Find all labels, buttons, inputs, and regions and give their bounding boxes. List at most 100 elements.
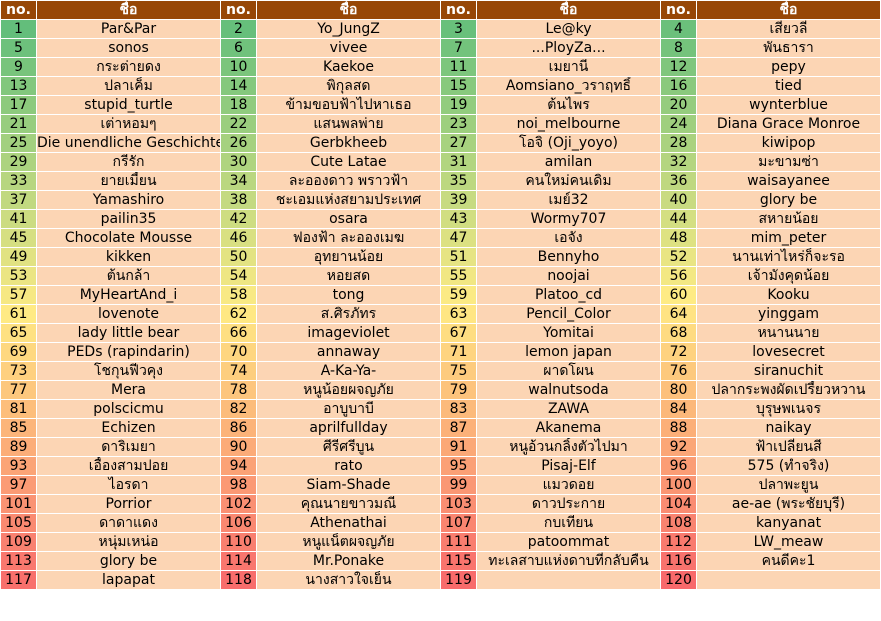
entry-number: 76 xyxy=(660,361,697,381)
table-row: 109 หนุ่มเหน่อ 110 หนูแน็ตผจญภัย 111 patoomma… xyxy=(0,532,881,552)
entry-name xyxy=(476,570,661,590)
entry-name: ผาดโผน xyxy=(476,361,661,381)
entry-number: 42 xyxy=(220,209,257,229)
entry-number: 74 xyxy=(220,361,257,381)
entry-number: 88 xyxy=(660,418,697,438)
entry-number: 32 xyxy=(660,152,697,172)
name-list-table: no. ชื่อ no. ชื่อ no. ชื่อ no. ชื่อ 1 Par… xyxy=(0,0,881,590)
entry-name: ชะเอมแห่งสยามประเทศ xyxy=(256,190,441,210)
entry-name: สหายน้อย xyxy=(696,209,881,229)
entry-number: 7 xyxy=(440,38,477,58)
entry-name: wynterblue xyxy=(696,95,881,115)
entry-name: lemon japan xyxy=(476,342,661,362)
entry-number: 5 xyxy=(0,38,37,58)
entry-number: 26 xyxy=(220,133,257,153)
table-row: 97 ไอรดา 98 Siam-Shade 99 แมวดอย 100 ปลาพะยูน xyxy=(0,475,881,495)
entry-name: Athenathai xyxy=(256,513,441,533)
entry-name: Akanema xyxy=(476,418,661,438)
header-name-2: ชื่อ xyxy=(256,0,441,20)
table-row: 89 ดาริเมยา 90 ศีรีศรีบูน 91 หนูอ้วนกลิ้งตัวไ… xyxy=(0,437,881,457)
entry-number: 71 xyxy=(440,342,477,362)
header-no-3: no. xyxy=(440,0,477,20)
entry-number: 64 xyxy=(660,304,697,324)
entry-name: บุรุษพเนจร xyxy=(696,399,881,419)
entry-name: Pisaj-Elf xyxy=(476,456,661,476)
entry-name: lovenote xyxy=(36,304,221,324)
table-row: 57 MyHeartAnd_i 58 tong 59 Platoo_cd 60 Kooku xyxy=(0,285,881,305)
entry-name: เจ้ามังคุดน้อย xyxy=(696,266,881,286)
header-name-1: ชื่อ xyxy=(36,0,221,20)
table-row: 9 กระต่ายดง 10 Kaekoe 11 เมยานี 12 pepy xyxy=(0,57,881,77)
entry-name: Mr.Ponake xyxy=(256,551,441,571)
entry-number: 43 xyxy=(440,209,477,229)
entry-name: กระต่ายดง xyxy=(36,57,221,77)
entry-name: PEDs (rapindarin) xyxy=(36,342,221,362)
entry-number: 78 xyxy=(220,380,257,400)
table-row: 21 เต่าหอมๆ 22 แสนพลพ่าย 23 noi_melbourne 24 Di… xyxy=(0,114,881,134)
entry-number: 23 xyxy=(440,114,477,134)
table-row: 49 kikken 50 อุทยานน้อย 51 Bennyho 52 นานเท่าไห… xyxy=(0,247,881,267)
entry-number: 101 xyxy=(0,494,37,514)
header-row: no. ชื่อ no. ชื่อ no. ชื่อ no. ชื่อ xyxy=(0,0,881,20)
entry-number: 82 xyxy=(220,399,257,419)
entry-number: 11 xyxy=(440,57,477,77)
entry-name: Siam-Shade xyxy=(256,475,441,495)
entry-number: 3 xyxy=(440,19,477,39)
entry-name: ZAWA xyxy=(476,399,661,419)
entry-number: 102 xyxy=(220,494,257,514)
entry-name: kiwipop xyxy=(696,133,881,153)
table-row: 65 lady little bear 66 imageviolet 67 Yomitai… xyxy=(0,323,881,343)
entry-number: 60 xyxy=(660,285,697,305)
entry-number: 14 xyxy=(220,76,257,96)
entry-number: 51 xyxy=(440,247,477,267)
entry-name: หนูน้อยผจญภัย xyxy=(256,380,441,400)
table-body: 1 Par&Par 2 Yo_JungZ 3 Le@ky 4 เสี่ยวลี่ 5 sonos 6… xyxy=(0,19,881,590)
entry-number: 73 xyxy=(0,361,37,381)
entry-number: 47 xyxy=(440,228,477,248)
entry-number: 12 xyxy=(660,57,697,77)
entry-name: คนใหม่คนเดิม xyxy=(476,171,661,191)
entry-name: annaway xyxy=(256,342,441,362)
entry-name: lapapat xyxy=(36,570,221,590)
entry-number: 77 xyxy=(0,380,37,400)
entry-name: ฟองฟ้า ละอองเมฆ xyxy=(256,228,441,248)
entry-name: กรีรัก xyxy=(36,152,221,172)
table-row: 85 Echizen 86 aprilfullday 87 Akanema 88 naikay xyxy=(0,418,881,438)
entry-number: 28 xyxy=(660,133,697,153)
entry-name: pepy xyxy=(696,57,881,77)
entry-name: lady little bear xyxy=(36,323,221,343)
entry-number: 52 xyxy=(660,247,697,267)
entry-number: 13 xyxy=(0,76,37,96)
entry-name: Cute Latae xyxy=(256,152,441,172)
entry-number: 109 xyxy=(0,532,37,552)
table-row: 45 Chocolate Mousse 46 ฟองฟ้า ละอองเมฆ 47 เอจ… xyxy=(0,228,881,248)
entry-name: amilan xyxy=(476,152,661,172)
entry-name: lovesecret xyxy=(696,342,881,362)
entry-number: 36 xyxy=(660,171,697,191)
entry-name: ปลากระพงผัดเปรี้ยวหวาน xyxy=(696,380,881,400)
entry-number: 69 xyxy=(0,342,37,362)
table-row: 29 กรีรัก 30 Cute Latae 31 amilan 32 มะขามซ่า xyxy=(0,152,881,172)
entry-number: 110 xyxy=(220,532,257,552)
entry-number: 65 xyxy=(0,323,37,343)
entry-name: เอจัง xyxy=(476,228,661,248)
entry-number: 79 xyxy=(440,380,477,400)
entry-number: 92 xyxy=(660,437,697,457)
header-no-2: no. xyxy=(220,0,257,20)
entry-number: 44 xyxy=(660,209,697,229)
entry-name: Echizen xyxy=(36,418,221,438)
entry-number: 84 xyxy=(660,399,697,419)
entry-name: หนูอ้วนกลิ้งตัวไปมา xyxy=(476,437,661,457)
entry-name: Par&Par xyxy=(36,19,221,39)
entry-name: siranuchit xyxy=(696,361,881,381)
entry-name: Bennyho xyxy=(476,247,661,267)
entry-number: 106 xyxy=(220,513,257,533)
entry-number: 107 xyxy=(440,513,477,533)
entry-number: 63 xyxy=(440,304,477,324)
entry-name: เสี่ยวลี่ xyxy=(696,19,881,39)
entry-number: 99 xyxy=(440,475,477,495)
entry-number: 111 xyxy=(440,532,477,552)
entry-name: ฟ้าเปลี่ยนสี xyxy=(696,437,881,457)
entry-number: 54 xyxy=(220,266,257,286)
entry-number: 48 xyxy=(660,228,697,248)
